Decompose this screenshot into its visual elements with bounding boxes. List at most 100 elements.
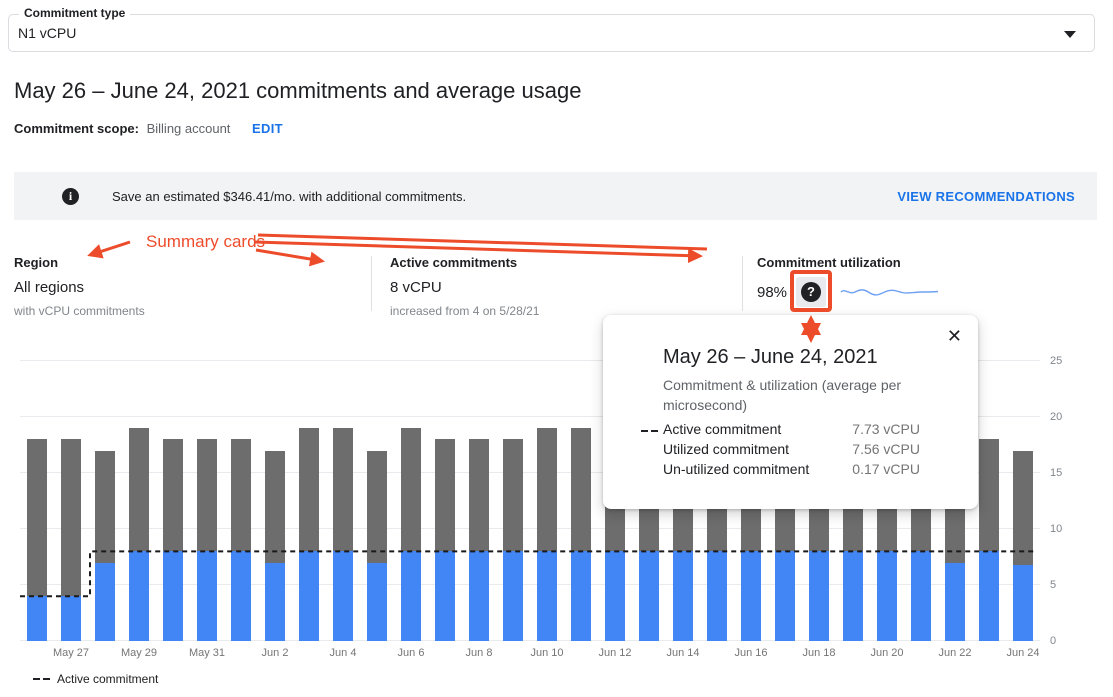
above-commitment-bar[interactable]	[367, 450, 387, 563]
utilized-commitment-bar[interactable]	[843, 551, 863, 641]
utilized-commitment-bar[interactable]	[27, 596, 47, 641]
bar-slot-may-26[interactable]	[20, 353, 54, 641]
commitment-scope-row: Commitment scope: Billing account EDIT	[14, 121, 283, 136]
utilized-commitment-bar[interactable]	[95, 562, 115, 641]
edit-scope-link[interactable]: EDIT	[252, 121, 283, 136]
chevron-down-icon[interactable]	[1064, 31, 1076, 38]
above-commitment-bar[interactable]	[197, 439, 217, 552]
utilized-commitment-bar[interactable]	[775, 551, 795, 641]
utilization-tooltip: ✕ May 26 – June 24, 2021 Commitment & ut…	[603, 315, 978, 509]
above-commitment-bar[interactable]	[61, 439, 81, 597]
above-commitment-bar[interactable]	[163, 439, 183, 552]
bar-slot-jun-5[interactable]	[360, 353, 394, 641]
tooltip-row-label: Active commitment	[663, 421, 782, 437]
tooltip-row-label: Un-utilized commitment	[663, 461, 810, 477]
above-commitment-bar[interactable]	[469, 439, 489, 552]
above-commitment-bar[interactable]	[537, 428, 557, 552]
gridline	[20, 360, 1040, 361]
utilized-commitment-bar[interactable]	[231, 551, 251, 641]
close-icon[interactable]: ✕	[946, 326, 962, 346]
utilized-commitment-bar[interactable]	[333, 551, 353, 641]
help-icon: ?	[801, 282, 822, 302]
above-commitment-bar[interactable]	[299, 428, 319, 552]
tooltip-row-value: 7.73 vCPU	[852, 421, 920, 437]
utilized-commitment-bar[interactable]	[639, 551, 659, 641]
utilized-commitment-bar[interactable]	[741, 551, 761, 641]
page-title: May 26 – June 24, 2021 commitments and a…	[14, 78, 582, 103]
card-active-title: Active commitments	[390, 255, 518, 270]
bar-slot-jun-24[interactable]	[1006, 353, 1040, 641]
bar-slot-jun-8[interactable]	[462, 353, 496, 641]
utilized-commitment-bar[interactable]	[673, 551, 693, 641]
utilized-commitment-bar[interactable]	[571, 551, 591, 641]
utilized-commitment-bar[interactable]	[401, 551, 421, 641]
tooltip-subtitle: Commitment & utilization (average per mi…	[663, 377, 902, 413]
utilized-commitment-bar[interactable]	[537, 551, 557, 641]
utilized-commitment-bar[interactable]	[707, 551, 727, 641]
commitment-type-select[interactable]: Commitment type N1 vCPU	[8, 6, 1095, 52]
above-commitment-bar[interactable]	[1013, 450, 1033, 565]
utilized-commitment-bar[interactable]	[129, 551, 149, 641]
tooltip-row-value: 0.17 vCPU	[852, 461, 920, 477]
gridline	[20, 472, 1040, 473]
utilized-commitment-bar[interactable]	[945, 562, 965, 641]
above-commitment-bar[interactable]	[401, 428, 421, 552]
view-recommendations-link[interactable]: VIEW RECOMMENDATIONS	[897, 188, 1075, 204]
bar-slot-jun-1[interactable]	[224, 353, 258, 641]
bar-slot-jun-11[interactable]	[564, 353, 598, 641]
summary-cards-annotation-label: Summary cards	[146, 232, 265, 251]
card-region-value: All regions	[14, 279, 85, 296]
utilized-commitment-bar[interactable]	[809, 551, 829, 641]
commitment-type-value: N1 vCPU	[18, 25, 77, 41]
x-tick-label: Jun 22	[938, 647, 972, 659]
bar-slot-may-31[interactable]	[190, 353, 224, 641]
annotation-arrow-region	[87, 240, 131, 259]
bar-slot-jun-7[interactable]	[428, 353, 462, 641]
utilized-commitment-bar[interactable]	[265, 562, 285, 641]
bar-slot-may-27[interactable]	[54, 353, 88, 641]
utilized-commitment-bar[interactable]	[197, 551, 217, 641]
y-tick-label: 20	[1050, 411, 1063, 423]
dashed-line-icon	[641, 430, 658, 432]
above-commitment-bar[interactable]	[435, 439, 455, 552]
card-utilization-value: 98%	[757, 283, 788, 301]
y-tick-label: 15	[1050, 467, 1063, 479]
bar-slot-may-28[interactable]	[88, 353, 122, 641]
above-commitment-bar[interactable]	[571, 428, 591, 552]
above-commitment-bar[interactable]	[231, 439, 251, 552]
utilized-commitment-bar[interactable]	[299, 551, 319, 641]
above-commitment-bar[interactable]	[129, 428, 149, 552]
utilized-commitment-bar[interactable]	[979, 551, 999, 641]
above-commitment-bar[interactable]	[503, 439, 523, 552]
utilized-commitment-bar[interactable]	[911, 551, 931, 641]
utilized-commitment-bar[interactable]	[435, 551, 455, 641]
y-tick-label: 5	[1050, 579, 1057, 591]
bar-slot-jun-3[interactable]	[292, 353, 326, 641]
help-button[interactable]: ?	[796, 277, 827, 307]
bar-slot-may-29[interactable]	[122, 353, 156, 641]
utilized-commitment-bar[interactable]	[163, 551, 183, 641]
utilized-commitment-bar[interactable]	[503, 551, 523, 641]
bar-slot-jun-6[interactable]	[394, 353, 428, 641]
utilized-commitment-bar[interactable]	[877, 551, 897, 641]
above-commitment-bar[interactable]	[333, 428, 353, 552]
bar-slot-jun-4[interactable]	[326, 353, 360, 641]
utilized-commitment-bar[interactable]	[61, 596, 81, 641]
utilized-commitment-bar[interactable]	[605, 551, 625, 641]
above-commitment-bar[interactable]	[27, 439, 47, 597]
x-tick-label: May 31	[188, 647, 226, 659]
bar-slot-jun-2[interactable]	[258, 353, 292, 641]
card-commitment-utilization: Commitment utilization 98% ?	[757, 255, 1097, 307]
bar-slot-may-30[interactable]	[156, 353, 190, 641]
x-tick-label: Jun 14	[666, 647, 700, 659]
utilized-commitment-bar[interactable]	[1013, 564, 1033, 641]
above-commitment-bar[interactable]	[95, 450, 115, 563]
above-commitment-bar[interactable]	[265, 450, 285, 563]
info-icon: i	[62, 187, 79, 205]
above-commitment-bar[interactable]	[979, 439, 999, 552]
utilized-commitment-bar[interactable]	[367, 562, 387, 641]
x-tick-label: May 29	[120, 647, 158, 659]
bar-slot-jun-10[interactable]	[530, 353, 564, 641]
bar-slot-jun-9[interactable]	[496, 353, 530, 641]
utilized-commitment-bar[interactable]	[469, 551, 489, 641]
